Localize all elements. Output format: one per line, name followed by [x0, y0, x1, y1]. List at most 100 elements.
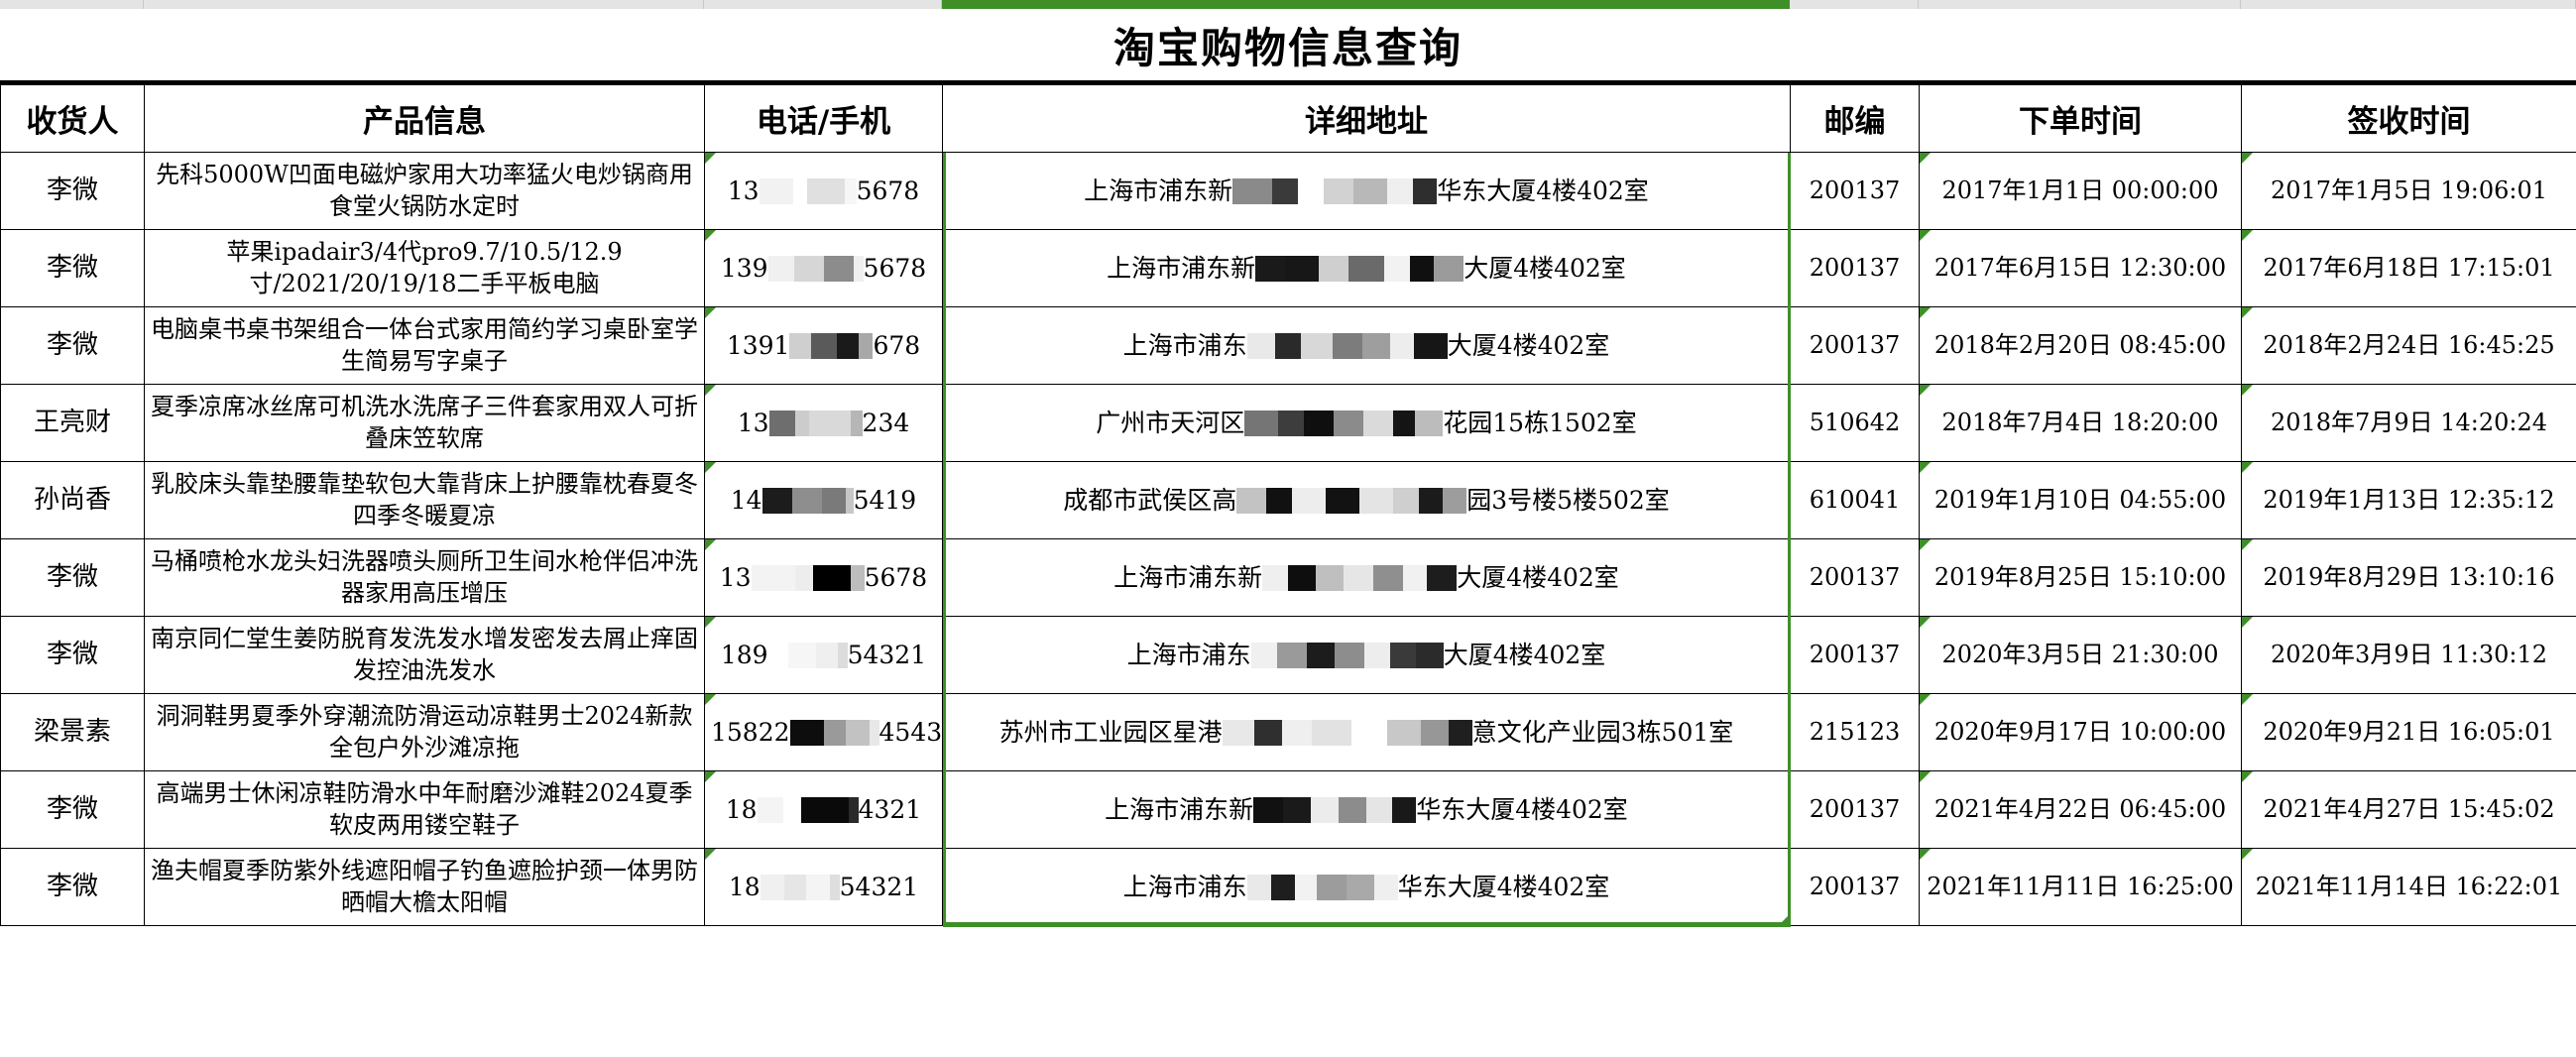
cell-address[interactable]: 上海市浦东新 华东大厦4楼402室 — [942, 770, 1791, 849]
cell-order-time[interactable]: 2020年3月5日 21:30:00 — [1919, 616, 2242, 694]
cell-zipcode[interactable]: 200137 — [1790, 306, 1920, 385]
cell-product[interactable]: 电脑桌书桌书架组合一体台式家用简约学习桌卧室学生简易写字桌子 — [144, 306, 705, 385]
cell-address[interactable]: 上海市浦东 华东大厦4楼402室 — [942, 848, 1791, 926]
column-header-phone[interactable]: 电话/手机 — [704, 84, 943, 153]
column-header-receive-time[interactable]: 签收时间 — [2241, 84, 2576, 153]
cell-address[interactable]: 苏州市工业园区星港 意文化产业园3栋501室 — [942, 693, 1791, 771]
cell-phone[interactable]: 18 54321 — [704, 848, 943, 926]
cell-phone[interactable]: 1391 678 — [704, 306, 943, 385]
selection-fill-handle[interactable] — [1777, 912, 1791, 926]
cell-receive-time[interactable]: 2020年3月9日 11:30:12 — [2241, 616, 2576, 694]
cell-receive-time[interactable]: 2021年11月14日 16:22:01 — [2241, 848, 2576, 926]
cell-product[interactable]: 洞洞鞋男夏季外穿潮流防滑运动凉鞋男士2024新款全包户外沙滩凉拖 — [144, 693, 705, 771]
cell-address[interactable]: 上海市浦东新 大厦4楼402室 — [942, 229, 1791, 307]
column-header-recipient[interactable]: 收货人 — [0, 84, 145, 153]
cell-phone[interactable]: 189 54321 — [704, 616, 943, 694]
table-row[interactable]: 李微 高端男士休闲凉鞋防滑水中年耐磨沙滩鞋2024夏季软皮两用镂空鞋子 18 4321… — [0, 770, 2576, 849]
column-header-order-time[interactable]: 下单时间 — [1919, 84, 2242, 153]
col-strip-e[interactable] — [1790, 0, 1919, 9]
cell-recipient[interactable]: 李微 — [0, 152, 145, 230]
column-header-strip[interactable] — [0, 0, 2576, 9]
cell-recipient[interactable]: 李微 — [0, 306, 145, 385]
cell-product[interactable]: 马桶喷枪水龙头妇洗器喷头厕所卫生间水枪伴侣冲洗器家用高压增压 — [144, 538, 705, 617]
cell-phone[interactable]: 13 234 — [704, 384, 943, 462]
table-row[interactable]: 李微 渔夫帽夏季防紫外线遮阳帽子钓鱼遮脸护颈一体男防晒帽大檐太阳帽 18 54321 上… — [0, 848, 2576, 926]
cell-order-time[interactable]: 2017年6月15日 12:30:00 — [1919, 229, 2242, 307]
cell-recipient[interactable]: 李微 — [0, 616, 145, 694]
cell-address[interactable]: 上海市浦东 大厦4楼402室 — [942, 306, 1791, 385]
cell-receive-time[interactable]: 2019年1月13日 12:35:12 — [2241, 461, 2576, 539]
col-strip-a[interactable] — [0, 0, 144, 9]
table-row[interactable]: 李微 马桶喷枪水龙头妇洗器喷头厕所卫生间水枪伴侣冲洗器家用高压增压 13 5678 上海… — [0, 538, 2576, 617]
cell-recipient[interactable]: 孙尚香 — [0, 461, 145, 539]
cell-address[interactable]: 上海市浦东 大厦4楼402室 — [942, 616, 1791, 694]
column-header-product[interactable]: 产品信息 — [144, 84, 705, 153]
cell-recipient[interactable]: 李微 — [0, 229, 145, 307]
cell-comment-flag-icon — [705, 230, 716, 241]
cell-order-time[interactable]: 2018年2月20日 08:45:00 — [1919, 306, 2242, 385]
cell-order-time[interactable]: 2017年1月1日 00:00:00 — [1919, 152, 2242, 230]
cell-receive-time[interactable]: 2018年7月9日 14:20:24 — [2241, 384, 2576, 462]
column-header-address[interactable]: 详细地址 — [942, 84, 1791, 153]
table-row[interactable]: 李微 先科5000W凹面电磁炉家用大功率猛火电炒锅商用食堂火锅防水定时 13 5678… — [0, 152, 2576, 230]
col-strip-g[interactable] — [2241, 0, 2576, 9]
cell-zipcode[interactable]: 200137 — [1790, 152, 1920, 230]
cell-product[interactable]: 夏季凉席冰丝席可机洗水洗席子三件套家用双人可折叠床笠软席 — [144, 384, 705, 462]
cell-zipcode[interactable]: 200137 — [1790, 538, 1920, 617]
table-row[interactable]: 孙尚香 乳胶床头靠垫腰靠垫软包大靠背床上护腰靠枕春夏冬四季冬暖夏凉 14 5419 成都… — [0, 461, 2576, 539]
cell-zipcode[interactable]: 200137 — [1790, 848, 1920, 926]
cell-address[interactable]: 成都市武侯区高 园3号楼5楼502室 — [942, 461, 1791, 539]
table-row[interactable]: 李微 南京同仁堂生姜防脱育发洗发水增发密发去屑止痒固发控油洗发水 189 54321 上… — [0, 616, 2576, 694]
cell-product[interactable]: 渔夫帽夏季防紫外线遮阳帽子钓鱼遮脸护颈一体男防晒帽大檐太阳帽 — [144, 848, 705, 926]
cell-product[interactable]: 乳胶床头靠垫腰靠垫软包大靠背床上护腰靠枕春夏冬四季冬暖夏凉 — [144, 461, 705, 539]
cell-product[interactable]: 高端男士休闲凉鞋防滑水中年耐磨沙滩鞋2024夏季软皮两用镂空鞋子 — [144, 770, 705, 849]
cell-phone[interactable]: 18 4321 — [704, 770, 943, 849]
cell-receive-time[interactable]: 2021年4月27日 15:45:02 — [2241, 770, 2576, 849]
cell-recipient[interactable]: 梁景素 — [0, 693, 145, 771]
table-row[interactable]: 王亮财 夏季凉席冰丝席可机洗水洗席子三件套家用双人可折叠床笠软席 13 234 广州市天… — [0, 384, 2576, 462]
cell-phone[interactable]: 139 5678 — [704, 229, 943, 307]
cell-order-time[interactable]: 2019年1月10日 04:55:00 — [1919, 461, 2242, 539]
cell-recipient[interactable]: 李微 — [0, 770, 145, 849]
cell-zipcode[interactable]: 610041 — [1790, 461, 1920, 539]
col-strip-b[interactable] — [144, 0, 704, 9]
cell-zipcode[interactable]: 215123 — [1790, 693, 1920, 771]
column-header-zipcode[interactable]: 邮编 — [1790, 84, 1920, 153]
cell-order-time[interactable]: 2019年8月25日 15:10:00 — [1919, 538, 2242, 617]
cell-product[interactable]: 苹果ipadair3/4代pro9.7/10.5/12.9寸/2021/20/1… — [144, 229, 705, 307]
col-strip-d[interactable] — [942, 0, 1790, 9]
cell-phone[interactable]: 15822 4543 — [704, 693, 943, 771]
table-row[interactable]: 李微 苹果ipadair3/4代pro9.7/10.5/12.9寸/2021/20… — [0, 229, 2576, 307]
cell-receive-time[interactable]: 2020年9月21日 16:05:01 — [2241, 693, 2576, 771]
recipient-text: 李微 — [46, 871, 98, 901]
cell-recipient[interactable]: 李微 — [0, 848, 145, 926]
cell-order-time[interactable]: 2021年4月22日 06:45:00 — [1919, 770, 2242, 849]
table-row[interactable]: 梁景素 洞洞鞋男夏季外穿潮流防滑运动凉鞋男士2024新款全包户外沙滩凉拖 15822… — [0, 693, 2576, 771]
cell-recipient[interactable]: 李微 — [0, 538, 145, 617]
phone-redacted: 13 5678 — [720, 561, 927, 595]
cell-product[interactable]: 南京同仁堂生姜防脱育发洗发水增发密发去屑止痒固发控油洗发水 — [144, 616, 705, 694]
cell-order-time[interactable]: 2021年11月11日 16:25:00 — [1919, 848, 2242, 926]
cell-order-time[interactable]: 2018年7月4日 18:20:00 — [1919, 384, 2242, 462]
cell-receive-time[interactable]: 2019年8月29日 13:10:16 — [2241, 538, 2576, 617]
cell-address[interactable]: 上海市浦东新 大厦4楼402室 — [942, 538, 1791, 617]
cell-receive-time[interactable]: 2017年1月5日 19:06:01 — [2241, 152, 2576, 230]
cell-phone[interactable]: 14 5419 — [704, 461, 943, 539]
cell-receive-time[interactable]: 2018年2月24日 16:45:25 — [2241, 306, 2576, 385]
cell-recipient[interactable]: 王亮财 — [0, 384, 145, 462]
cell-zipcode[interactable]: 200137 — [1790, 770, 1920, 849]
cell-zipcode[interactable]: 510642 — [1790, 384, 1920, 462]
cell-receive-time[interactable]: 2017年6月18日 17:15:01 — [2241, 229, 2576, 307]
cell-address[interactable]: 上海市浦东新 华东大厦4楼402室 — [942, 152, 1791, 230]
cell-phone[interactable]: 13 5678 — [704, 152, 943, 230]
col-strip-c[interactable] — [704, 0, 942, 9]
cell-zipcode[interactable]: 200137 — [1790, 616, 1920, 694]
cell-phone[interactable]: 13 5678 — [704, 538, 943, 617]
cell-order-time[interactable]: 2020年9月17日 10:00:00 — [1919, 693, 2242, 771]
table-row[interactable]: 李微 电脑桌书桌书架组合一体台式家用简约学习桌卧室学生简易写字桌子 1391 678 上… — [0, 306, 2576, 385]
phone-suffix: 4543 — [878, 717, 943, 747]
cell-zipcode[interactable]: 200137 — [1790, 229, 1920, 307]
cell-address[interactable]: 广州市天河区 花园15栋1502室 — [942, 384, 1791, 462]
col-strip-f[interactable] — [1919, 0, 2241, 9]
cell-product[interactable]: 先科5000W凹面电磁炉家用大功率猛火电炒锅商用食堂火锅防水定时 — [144, 152, 705, 230]
